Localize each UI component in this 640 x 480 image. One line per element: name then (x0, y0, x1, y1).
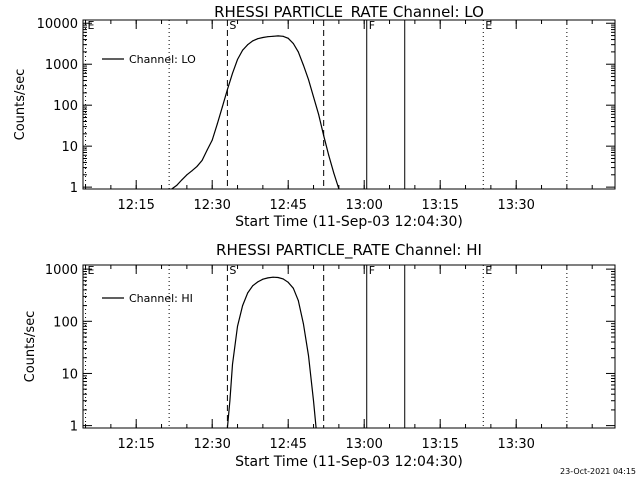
data-point (171, 188, 173, 190)
data-point (247, 44, 249, 46)
marker-label: E (88, 19, 95, 32)
data-point (262, 36, 264, 38)
data-point (206, 149, 208, 151)
x-tick-label: 13:30 (497, 198, 534, 213)
data-point (231, 72, 233, 74)
x-tick-label: 13:00 (345, 198, 382, 213)
data-point (292, 287, 294, 289)
data-point (226, 427, 228, 429)
y-tick-label: 10000 (37, 17, 78, 32)
x-tick-label: 12:45 (269, 198, 306, 213)
data-point (229, 400, 231, 402)
data-point (176, 184, 178, 186)
x-tick-label: 13:15 (421, 198, 458, 213)
y-tick-label: 10 (61, 140, 78, 155)
data-point (247, 292, 249, 294)
data-point (338, 188, 340, 190)
data-point (237, 325, 239, 327)
x-tick-label: 13:30 (497, 437, 534, 452)
data-point (297, 51, 299, 53)
data-point (226, 89, 228, 91)
data-point (315, 427, 317, 429)
marker-label: S (229, 264, 236, 277)
chart-title: RHESSI PARTICLE_RATE Channel: HI (216, 241, 482, 260)
data-point (201, 159, 203, 161)
plot-frame (82, 19, 616, 190)
data-point (307, 79, 309, 81)
data-point (318, 113, 320, 115)
data-point (272, 35, 274, 37)
data-point (323, 135, 325, 137)
data-point (242, 305, 244, 307)
x-tick-label: 13:00 (345, 437, 382, 452)
marker-label: E (485, 264, 492, 277)
marker-label: F (369, 264, 375, 277)
data-point (282, 35, 284, 37)
plot-frame (82, 264, 616, 429)
data-point (237, 59, 239, 61)
y-tick-label: 100 (53, 99, 78, 114)
data-point (211, 139, 213, 141)
x-axis-label: Start Time (11-Sep-03 12:04:30) (235, 214, 463, 230)
x-tick-label: 12:45 (269, 437, 306, 452)
x-tick-label: 12:30 (193, 198, 230, 213)
data-point (191, 170, 193, 172)
chart-title: RHESSI PARTICLE_RATE Channel: LO (214, 3, 484, 22)
marker-label: E (485, 19, 492, 32)
data-point (186, 174, 188, 176)
data-point (287, 37, 289, 39)
data-point (302, 64, 304, 66)
x-tick-label: 12:15 (117, 198, 154, 213)
data-point (282, 278, 284, 280)
y-tick-label: 10 (61, 367, 78, 382)
data-point (277, 35, 279, 37)
legend-entry: Channel: HI (129, 292, 193, 305)
data-point (257, 281, 259, 283)
timestamp-footer: 23-Oct-2021 04:15 (560, 467, 636, 476)
data-point (297, 300, 299, 302)
data-point (328, 154, 330, 156)
y-tick-label: 1000 (45, 263, 78, 278)
data-point (216, 123, 218, 125)
x-tick-label: 12:15 (117, 437, 154, 452)
marker-label: F (369, 19, 375, 32)
data-point (181, 179, 183, 181)
series-line (171, 35, 340, 190)
data-point (307, 355, 309, 357)
data-point (277, 277, 279, 279)
chart-panel-2: RHESSI PARTICLE_RATE Channel: HI 1 10 100 10… (23, 241, 616, 470)
data-point (221, 106, 223, 108)
data-point (272, 276, 274, 278)
y-axis-label: Counts/sec (23, 311, 38, 383)
x-axis-label: Start Time (11-Sep-03 12:04:30) (235, 454, 463, 470)
chart-panel-1: RHESSI PARTICLE_RATE Channel: LO 1 10 100 10… (13, 3, 616, 230)
marker-label: S (229, 19, 236, 32)
y-tick-label: 100 (53, 315, 78, 330)
data-point (257, 38, 259, 40)
data-point (267, 36, 269, 38)
data-point (231, 363, 233, 365)
data-point (333, 172, 335, 174)
legend-entry: Channel: LO (129, 53, 196, 66)
x-tick-label: 13:15 (421, 437, 458, 452)
data-point (196, 165, 198, 167)
data-point (252, 285, 254, 287)
data-point (292, 43, 294, 45)
series-line (226, 276, 317, 429)
data-point (302, 323, 304, 325)
data-point (242, 49, 244, 51)
data-point (267, 277, 269, 279)
data-point (287, 281, 289, 283)
x-tick-label: 12:30 (193, 437, 230, 452)
data-point (262, 278, 264, 280)
y-tick-label: 1000 (45, 58, 78, 73)
data-point (252, 40, 254, 42)
data-point (313, 96, 315, 98)
data-point (313, 400, 315, 402)
y-tick-label: 1 (70, 420, 78, 435)
marker-label: E (88, 264, 95, 277)
y-axis-label: Counts/sec (13, 69, 28, 141)
y-tick-label: 1 (70, 181, 78, 196)
